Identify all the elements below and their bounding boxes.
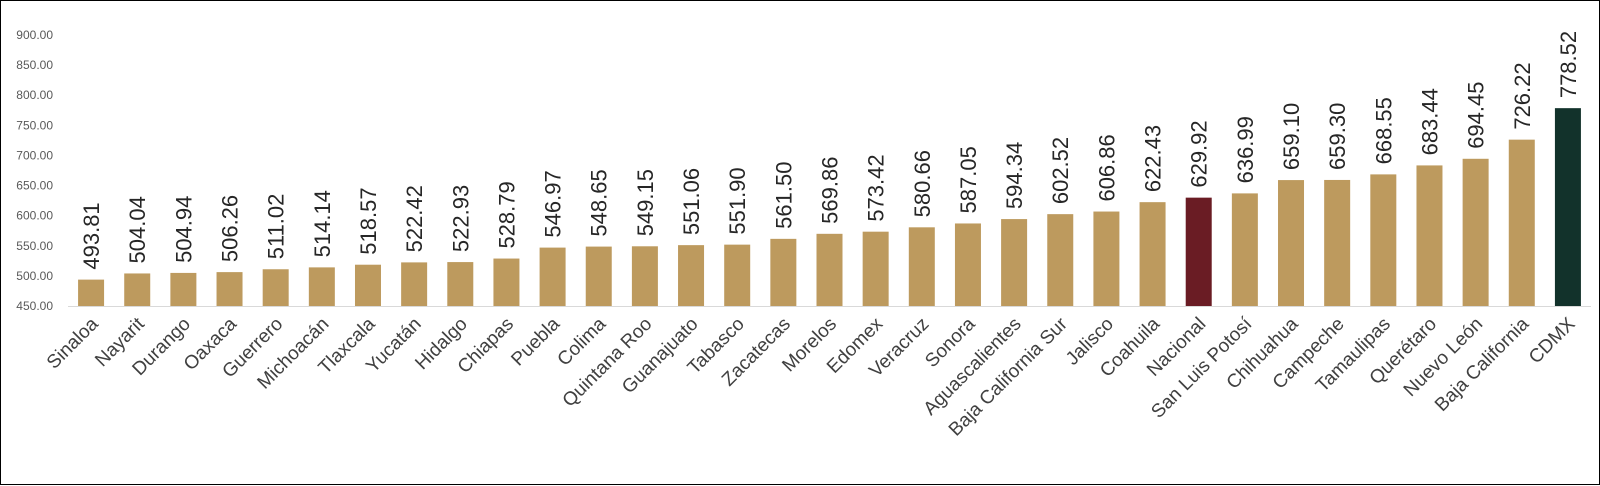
bar [585,246,612,306]
bar [954,223,981,306]
data-label: 569.86 [818,157,843,224]
bar [539,247,566,306]
data-label: 659.30 [1325,103,1350,170]
data-label: 546.97 [541,170,566,237]
data-label: 549.15 [633,169,658,236]
y-tick-label: 600.00 [16,209,53,223]
bar [1462,158,1489,306]
x-tick-label: CDMX [1525,313,1580,368]
data-label: 504.94 [171,196,196,263]
bar [124,273,151,306]
bar [1416,165,1443,306]
bar [401,262,428,306]
bar [770,238,797,306]
data-label: 602.52 [1048,137,1073,204]
y-tick-label: 650.00 [16,179,53,193]
bar [1139,202,1166,306]
data-label: 573.42 [864,154,889,221]
bar [1001,219,1028,306]
y-tick-label: 850.00 [16,58,53,72]
data-label: 594.34 [1002,142,1027,209]
data-label: 636.99 [1233,116,1258,183]
data-label: 511.02 [264,194,289,260]
bar [1370,174,1397,306]
data-label: 622.43 [1141,125,1166,192]
data-label: 694.45 [1464,81,1489,148]
data-label: 551.06 [679,168,704,235]
bar [308,267,335,306]
data-label: 548.65 [587,169,612,236]
data-label: 551.90 [725,167,750,234]
bar [1093,211,1120,306]
data-label: 504.04 [125,196,150,263]
y-tick-label: 700.00 [16,148,53,162]
bars [78,108,1581,306]
data-label: 587.05 [956,146,981,213]
bar [1047,214,1074,306]
data-label: 683.44 [1417,88,1442,155]
data-label: 659.10 [1279,103,1304,170]
bar [678,245,705,306]
bar [1554,108,1581,306]
data-label: 778.52 [1556,31,1581,98]
data-label: 518.57 [356,187,381,254]
y-tick-label: 900.00 [16,28,53,42]
data-label: 528.79 [494,181,519,248]
x-tick-label: Sinaloa [43,313,103,373]
data-label: 561.50 [771,162,796,229]
bar [354,264,381,306]
bar [724,244,751,306]
bar [447,262,474,306]
y-axis: 450.00 500.00 550.00 600.00 650.00 700.00 750.… [16,28,53,313]
bar [1231,193,1258,306]
bar [493,258,520,306]
data-label: 506.26 [218,195,243,262]
bar [170,272,197,306]
x-axis: SinaloaNayaritDurangoOaxacaGuerreroMicho… [43,313,1580,440]
data-label: 514.14 [310,190,335,257]
data-label: 522.93 [448,185,473,252]
bar [631,246,658,306]
bar [78,279,105,306]
data-label: 606.86 [1094,134,1119,201]
bar [862,231,889,306]
data-label: 726.22 [1510,62,1535,129]
bar [908,227,935,306]
bar [1185,197,1212,306]
y-tick-label: 450.00 [16,299,53,313]
data-label: 668.55 [1371,97,1396,164]
data-label: 629.92 [1187,120,1212,187]
y-tick-label: 550.00 [16,239,53,253]
y-tick-label: 800.00 [16,88,53,102]
bar [1508,139,1535,306]
bar [262,269,289,306]
data-labels: 493.81 504.04 504.94 506.26 511.02 514.14 518.… [79,31,1581,270]
data-label: 580.66 [910,150,935,217]
y-tick-label: 750.00 [16,118,53,132]
bar [1278,180,1305,306]
y-tick-label: 500.00 [16,269,53,283]
bar [816,233,843,306]
bar [216,272,243,306]
data-label: 493.81 [79,202,104,269]
bar [1324,179,1351,306]
x-tick-label: Puebla [507,313,564,370]
data-label: 522.42 [402,185,427,252]
